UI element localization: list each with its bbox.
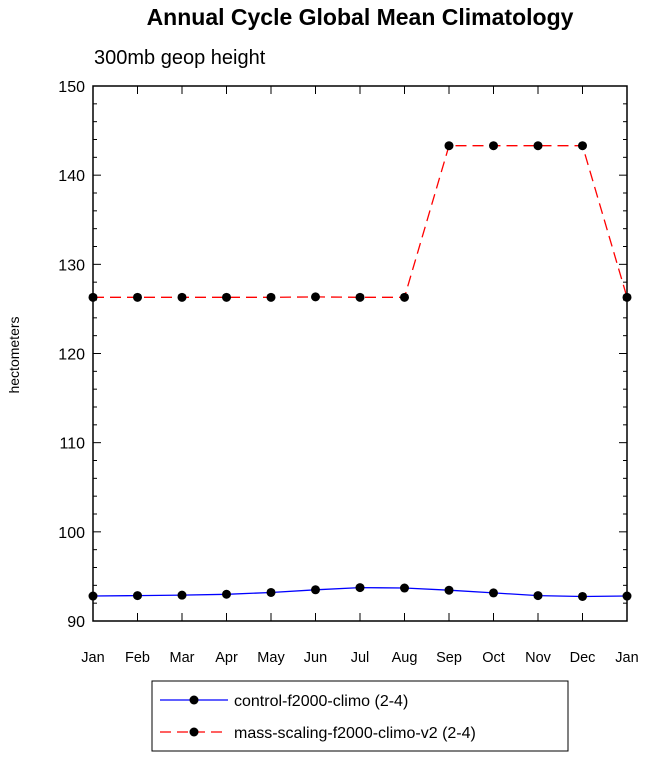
- x-tick-label: Nov: [525, 650, 552, 666]
- x-tick-label: Jul: [351, 650, 370, 666]
- x-tick-label: Feb: [125, 650, 150, 666]
- data-point: [177, 292, 187, 302]
- data-point: [133, 292, 142, 302]
- data-point: [133, 591, 142, 601]
- data-point: [578, 141, 587, 151]
- x-tick-label: Aug: [392, 650, 418, 666]
- data-point: [222, 292, 231, 302]
- data-point: [355, 292, 365, 302]
- data-point: [311, 585, 320, 595]
- y-tick-label: 150: [58, 79, 85, 96]
- data-point: [578, 591, 587, 601]
- y-tick-label: 140: [58, 168, 85, 185]
- y-tick-label: 90: [67, 614, 85, 631]
- legend-marker-control: [189, 695, 199, 705]
- data-point: [400, 583, 409, 593]
- x-tick-label: Apr: [215, 650, 238, 666]
- x-tick-label: Dec: [570, 650, 596, 666]
- data-point: [177, 590, 187, 600]
- data-point: [311, 292, 320, 302]
- y-tick-label: 100: [58, 525, 85, 542]
- legend-marker-mass-scaling: [189, 727, 199, 737]
- data-point: [444, 585, 454, 595]
- series-line-1: [93, 145, 628, 298]
- y-tick-label: 120: [58, 347, 85, 364]
- chart-title: Annual Cycle Global Mean Climatology: [147, 4, 574, 30]
- legend: control-f2000-climo (2-4) mass-scaling-f…: [151, 680, 569, 752]
- x-tick-label: Jan: [81, 650, 104, 666]
- tick-labels: 90 100 110 120 130 140 150 Jan Feb Mar Apr May Jun Ju…: [58, 79, 638, 666]
- axis-ticks: [92, 85, 628, 622]
- y-tick-label: 130: [58, 257, 85, 274]
- x-tick-label: Jan: [615, 650, 638, 666]
- data-point: [355, 583, 365, 593]
- legend-label-control: control-f2000-climo (2-4): [234, 693, 408, 710]
- data-point: [489, 141, 498, 151]
- y-tick-label: 110: [59, 436, 85, 453]
- x-tick-label: May: [257, 650, 285, 666]
- legend-box: [151, 680, 569, 752]
- data-point: [444, 141, 454, 151]
- data-point: [533, 141, 543, 151]
- x-tick-label: Mar: [170, 650, 195, 666]
- y-axis-label: hectometers: [6, 316, 22, 393]
- plot-frame: [92, 85, 628, 622]
- data-point: [489, 588, 498, 598]
- series-layer: [88, 141, 632, 601]
- x-tick-label: Oct: [482, 650, 505, 666]
- data-point: [533, 591, 543, 601]
- chart-subtitle: 300mb geop height: [94, 47, 266, 69]
- data-point: [400, 292, 409, 302]
- x-tick-label: Sep: [436, 650, 462, 666]
- data-point: [222, 589, 231, 599]
- x-tick-label: Jun: [304, 650, 327, 666]
- legend-label-mass-scaling: mass-scaling-f2000-climo-v2 (2-4): [234, 725, 476, 742]
- data-point: [266, 292, 276, 302]
- data-point: [266, 587, 276, 597]
